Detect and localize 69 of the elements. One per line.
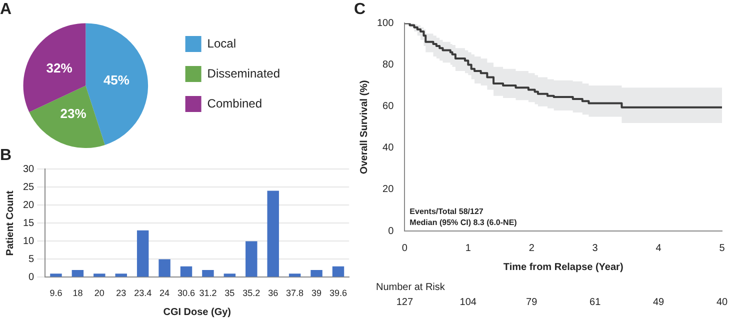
x-tick-label: 35 [224,288,235,298]
bar [72,270,84,277]
x-tick-label: 35.2 [242,288,260,298]
y-tick-label: 10 [23,236,35,247]
legend-label: Local [207,36,236,50]
bar [180,266,192,277]
bar [224,274,236,277]
y-tick-label: 100 [376,18,394,29]
data-label: 23% [60,106,87,121]
bar [310,270,322,277]
y-tick-label: 60 [382,101,394,112]
x-axis-title: Time from Relapse (Year) [503,262,624,273]
text: 49 [652,297,665,308]
x-tick-label: 9.6 [50,288,62,298]
y-tick-label: 80 [382,60,394,71]
y-tick-label: 0 [28,272,35,283]
bar [267,190,279,277]
y-tick-label: 0 [388,226,394,237]
x-tick-label: 0 [402,242,408,254]
legend-label: Combined [207,96,262,110]
x-tick-label: 36 [268,288,278,298]
text: 104 [460,297,477,308]
annotation: Median (95% CI) 8.3 (6.0-NE) [410,218,518,227]
y-tick-label: 25 [23,182,35,193]
annotation: Events/Total 58/127 [410,207,484,216]
x-tick-label: 39.6 [329,288,348,298]
text: 127 [396,297,414,308]
bar [202,270,214,277]
x-axis-title: CGI Dose (Gy) [163,306,232,318]
legend-label: Disseminated [207,66,280,80]
x-tick-label: 37.8 [286,288,304,298]
x-tick-label: 23 [116,288,126,298]
y-axis-title: Patient Count [4,190,16,256]
bar [246,241,258,277]
x-tick-label: 31.2 [199,288,217,298]
y-tick-label: 5 [28,254,35,265]
chart-title: B [0,147,12,164]
x-tick-label: 3 [592,242,598,254]
data-label: 45% [103,72,130,88]
y-axis-title: Overall Survival (%) [358,80,370,174]
bar [115,274,127,277]
bar [158,259,170,277]
bar [136,230,149,277]
text: Number at Risk [376,282,446,293]
bar [288,274,301,277]
data-label: 32% [46,60,73,76]
x-tick-label: 30.6 [177,288,196,298]
x-tick-label: 18 [72,288,83,298]
x-tick-label: 1 [465,242,472,254]
x-tick-label: 24 [160,288,170,298]
text: 61 [590,297,602,308]
bar [50,274,62,277]
chart-title: A [0,1,12,18]
x-tick-label: 5 [719,242,726,254]
x-tick-label: 39 [312,288,322,298]
chart-title: C [354,1,366,18]
text: 79 [526,297,538,308]
y-tick-label: 20 [23,200,35,211]
y-tick-label: 20 [382,184,394,196]
y-tick-label: 15 [23,218,35,229]
y-tick-label: 40 [382,142,394,154]
x-tick-label: 2 [528,242,535,254]
x-tick-label: 4 [656,242,662,254]
x-tick-label: 23.4 [134,288,152,298]
x-tick-label: 20 [94,288,104,298]
bar [332,266,344,277]
bar [94,274,106,277]
text: 40 [716,297,728,308]
y-tick-label: 30 [23,164,35,175]
